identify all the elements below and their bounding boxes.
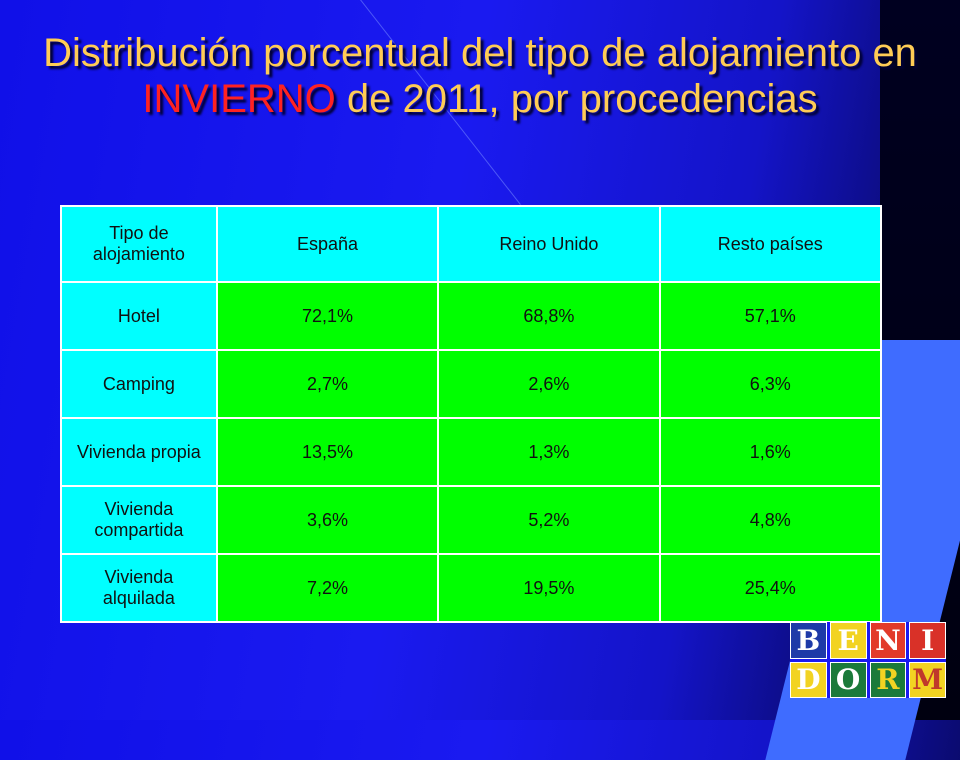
row-label: Vivienda compartida — [60, 485, 218, 555]
logo-letter: I — [909, 622, 946, 659]
value-cell: 1,3% — [437, 417, 661, 487]
accommodation-table: Tipo de alojamiento España Reino Unido R… — [60, 205, 883, 623]
logo-letter: M — [909, 661, 946, 698]
table-row: Camping 2,7% 2,6% 6,3% — [60, 349, 883, 419]
logo-letter: E — [829, 622, 867, 659]
value-cell: 7,2% — [215, 553, 440, 623]
value-cell: 6,3% — [658, 349, 883, 419]
table-row: Vivienda compartida 3,6% 5,2% 4,8% — [60, 485, 883, 555]
row-label: Camping — [60, 349, 218, 419]
benidorm-logo: B E N I D O R M — [790, 622, 946, 698]
table-row: Vivienda propia 13,5% 1,3% 1,6% — [60, 417, 883, 487]
title-part-2: de 2011, por procedencias — [335, 77, 818, 121]
header-cell-uk: Reino Unido — [437, 205, 661, 283]
value-cell: 3,6% — [215, 485, 440, 555]
logo-letter: R — [869, 661, 907, 698]
value-cell: 2,7% — [215, 349, 440, 419]
header-cell-spain: España — [215, 205, 440, 283]
value-cell: 4,8% — [658, 485, 883, 555]
value-cell: 68,8% — [437, 281, 661, 351]
title-part-1: Distribución porcentual del tipo de aloj… — [43, 31, 917, 75]
logo-letter: O — [829, 661, 867, 698]
table-header-row: Tipo de alojamiento España Reino Unido R… — [60, 205, 883, 283]
value-cell: 72,1% — [215, 281, 440, 351]
table-row: Hotel 72,1% 68,8% 57,1% — [60, 281, 883, 351]
value-cell: 25,4% — [658, 553, 883, 623]
title-highlight: INVIERNO — [142, 77, 336, 121]
logo-letter: D — [790, 661, 827, 698]
slide-title: Distribución porcentual del tipo de aloj… — [40, 30, 920, 122]
row-label: Vivienda alquilada — [60, 553, 218, 623]
value-cell: 57,1% — [658, 281, 883, 351]
logo-letter: B — [790, 622, 827, 659]
header-cell-type: Tipo de alojamiento — [60, 205, 218, 283]
row-label: Hotel — [60, 281, 218, 351]
value-cell: 19,5% — [437, 553, 661, 623]
value-cell: 5,2% — [437, 485, 661, 555]
value-cell: 1,6% — [658, 417, 883, 487]
row-label: Vivienda propia — [60, 417, 218, 487]
table-row: Vivienda alquilada 7,2% 19,5% 25,4% — [60, 553, 883, 623]
value-cell: 13,5% — [215, 417, 440, 487]
logo-letter: N — [869, 622, 907, 659]
value-cell: 2,6% — [437, 349, 661, 419]
header-cell-rest: Resto países — [658, 205, 883, 283]
